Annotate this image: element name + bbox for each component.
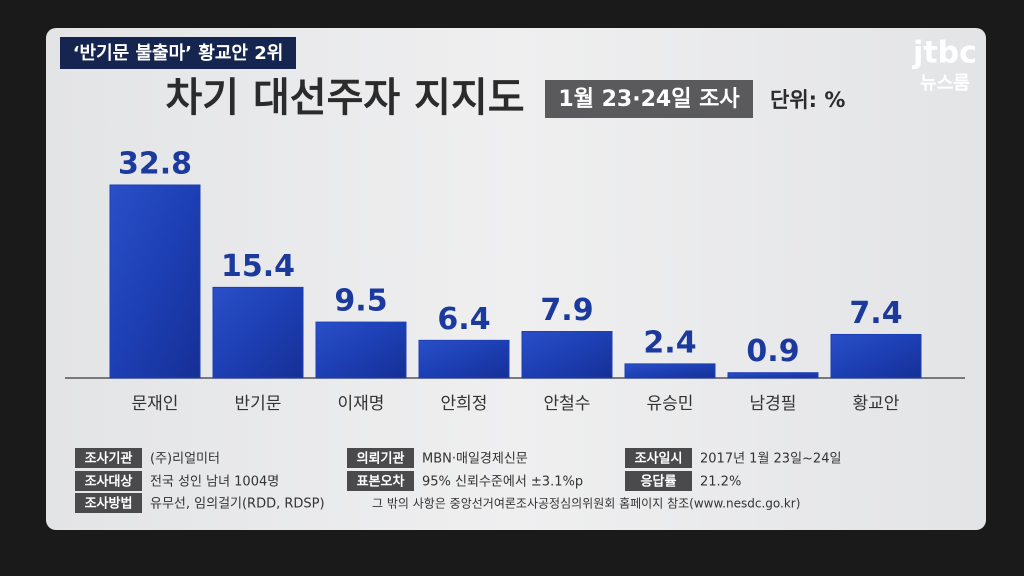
value-label: 0.9: [746, 334, 799, 369]
value-label: 7.9: [540, 293, 593, 328]
category-label: 이재명: [338, 394, 385, 414]
value-label: 15.4: [221, 249, 295, 284]
bar: [521, 331, 613, 379]
survey-text: (주)리얼미터: [150, 452, 220, 467]
chart-title: 차기 대선주자 지지도: [165, 75, 524, 121]
unit: 단위: %: [770, 88, 845, 112]
category-label: 황교안: [853, 394, 900, 414]
survey-label: 조사방법: [85, 496, 133, 512]
survey-text: 21.2%: [700, 475, 741, 490]
value-label: 32.8: [118, 147, 192, 182]
bar: [727, 372, 819, 379]
logo-program: 뉴스룸: [920, 73, 970, 94]
bar: [624, 363, 716, 379]
survey-text: 95% 신뢰수준에서 ±3.1%p: [422, 475, 583, 490]
survey-label: 조사대상: [85, 474, 133, 490]
category-label: 유승민: [647, 394, 694, 414]
subtitle: 1월 23·24일 조사: [558, 87, 740, 112]
value-label: 2.4: [643, 325, 696, 360]
survey-label: 의뢰기관: [357, 451, 405, 467]
value-label: 6.4: [437, 302, 490, 337]
bar: [109, 184, 201, 379]
survey-label-box: [75, 471, 142, 491]
bar: [418, 339, 510, 379]
bar: [315, 321, 407, 379]
category-label: 문재인: [132, 394, 179, 414]
category-label: 남경필: [750, 394, 797, 414]
survey-label-box: [347, 448, 414, 468]
survey-text: 유무선, 임의걸기(RDD, RDSP): [150, 497, 325, 512]
bar: [212, 286, 304, 379]
headline: ‘반기문 불출마’ 황교안 2위: [73, 43, 284, 64]
survey-text: 2017년 1월 23일~24일: [700, 452, 841, 467]
survey-label: 조사기관: [85, 451, 133, 467]
survey-label-box: [625, 471, 692, 491]
value-label: 9.5: [334, 284, 387, 319]
survey-text: 전국 성인 남녀 1004명: [150, 475, 279, 490]
value-label: 7.4: [849, 296, 902, 331]
survey-label-box: [625, 448, 692, 468]
survey-label-box: [347, 471, 414, 491]
logo-brand: jtbc: [912, 36, 977, 71]
survey-label: 표본오차: [357, 474, 405, 490]
survey-label-box: [75, 493, 142, 513]
category-label: 안철수: [544, 394, 591, 414]
survey-label: 응답률: [641, 475, 677, 490]
headline-box: [60, 37, 296, 69]
panel: [46, 28, 986, 530]
survey-label-box: [75, 448, 142, 468]
survey-note: 그 밖의 사항은 중앙선거여론조사공정심의위원회 홈페이지 참조(www.nes…: [372, 497, 800, 511]
category-label: 반기문: [235, 394, 282, 414]
subtitle-box: [545, 80, 753, 118]
survey-label: 조사일시: [635, 451, 683, 467]
category-label: 안희정: [441, 394, 488, 414]
bar: [830, 333, 922, 379]
survey-text: MBN·매일경제신문: [422, 452, 528, 467]
